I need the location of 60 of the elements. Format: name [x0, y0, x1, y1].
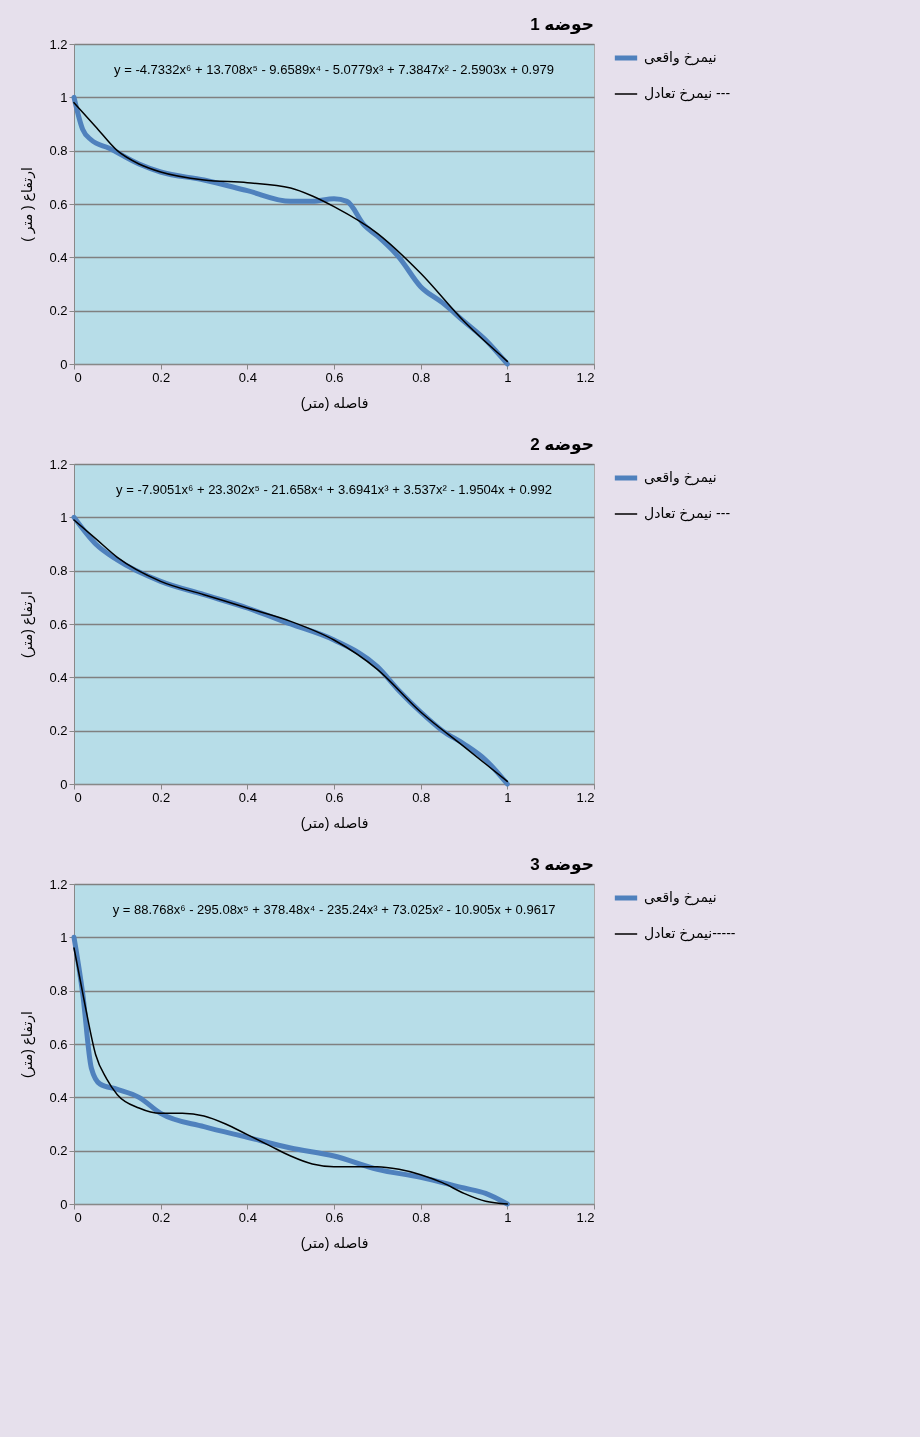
x-tick-label: 0	[74, 369, 82, 385]
y-tick-label: 0.2	[49, 723, 68, 739]
x-tick-label: 0.6	[325, 789, 344, 805]
x-tick-label: 1.2	[576, 1209, 595, 1225]
x-tick-label: 0.6	[325, 1209, 344, 1225]
y-tick-label: 0	[60, 776, 68, 792]
legend-label: نیمرخ واقعی	[644, 469, 717, 486]
y-tick-label: 0	[60, 1196, 68, 1212]
x-tick-label: 0.8	[412, 1209, 431, 1225]
y-tick-label: 0.2	[49, 303, 68, 319]
x-axis-title: فاصله (متر)	[300, 1234, 369, 1252]
x-axis-title: فاصله (متر)	[300, 394, 369, 412]
x-tick-label: 0.4	[238, 789, 257, 805]
x-tick-label: 0.4	[238, 1209, 257, 1225]
legend-label: نیمرخ تعادل ---	[644, 505, 731, 522]
x-tick-label: 0.8	[412, 369, 431, 385]
x-tick-label: 0	[74, 789, 82, 805]
y-tick-label: 0.6	[49, 196, 68, 212]
y-tick-label: 1.2	[49, 876, 68, 892]
x-tick-label: 0	[74, 1209, 82, 1225]
x-tick-label: 0.2	[152, 789, 171, 805]
y-tick-label: 1.2	[49, 456, 68, 472]
annotation: y = -7.9051x⁶ + 23.302x⁵ - 21.658x⁴ + 3.6941x³ + 3.537x² - 1.9504x + 0.992	[116, 482, 552, 497]
y-tick-label: 0.6	[49, 1036, 68, 1052]
x-tick-label: 1	[504, 789, 512, 805]
y-tick-label: 0.8	[49, 563, 68, 579]
y-tick-label: 0.4	[49, 1089, 68, 1105]
x-tick-label: 1.2	[576, 789, 595, 805]
x-tick-label: 0.6	[325, 369, 344, 385]
annotation: y = -4.7332x⁶ + 13.708x⁵ - 9.6589x⁴ - 5.0779x³ + 7.3847x² - 2.5903x + 0.979	[114, 62, 554, 77]
x-tick-label: 0.4	[238, 369, 257, 385]
y-axis-title: ارتفاع (متر)	[19, 1011, 37, 1078]
y-tick-label: 0.4	[49, 669, 68, 685]
x-tick-label: 1	[504, 369, 512, 385]
x-tick-label: 1	[504, 1209, 512, 1225]
y-tick-label: 1	[60, 89, 68, 105]
legend-label: نیمرخ واقعی	[644, 889, 717, 906]
y-tick-label: 1	[60, 509, 68, 525]
legend-label: نیمرخ واقعی	[644, 49, 717, 66]
chart-title: حوضه 2	[530, 435, 594, 455]
annotation: y = 88.768x⁶ - 295.08x⁵ + 378.48x⁴ - 235.24x³ + 73.025x² - 10.905x + 0.9617	[112, 902, 556, 917]
legend-label: نیمرخ تعادل ---	[644, 85, 731, 102]
y-tick-label: 0.4	[49, 249, 68, 265]
y-tick-label: 0.6	[49, 616, 68, 632]
y-tick-label: 0.2	[49, 1143, 68, 1159]
y-tick-label: 0.8	[49, 143, 68, 159]
y-tick-label: 0.8	[49, 983, 68, 999]
chart-title: حوضه 1	[530, 15, 594, 35]
x-tick-label: 0.2	[152, 369, 171, 385]
y-tick-label: 1.2	[49, 36, 68, 52]
legend-label: نیمرخ تعادل-----	[644, 925, 736, 942]
y-tick-label: 1	[60, 929, 68, 945]
x-tick-label: 0.8	[412, 789, 431, 805]
y-axis-title: ارتفاع ( متر )	[19, 167, 37, 242]
chart-title: حوضه 3	[530, 855, 594, 875]
x-tick-label: 1.2	[576, 369, 595, 385]
y-axis-title: ارتفاع (متر)	[19, 591, 37, 658]
x-tick-label: 0.2	[152, 1209, 171, 1225]
y-tick-label: 0	[60, 356, 68, 372]
x-axis-title: فاصله (متر)	[300, 814, 369, 832]
